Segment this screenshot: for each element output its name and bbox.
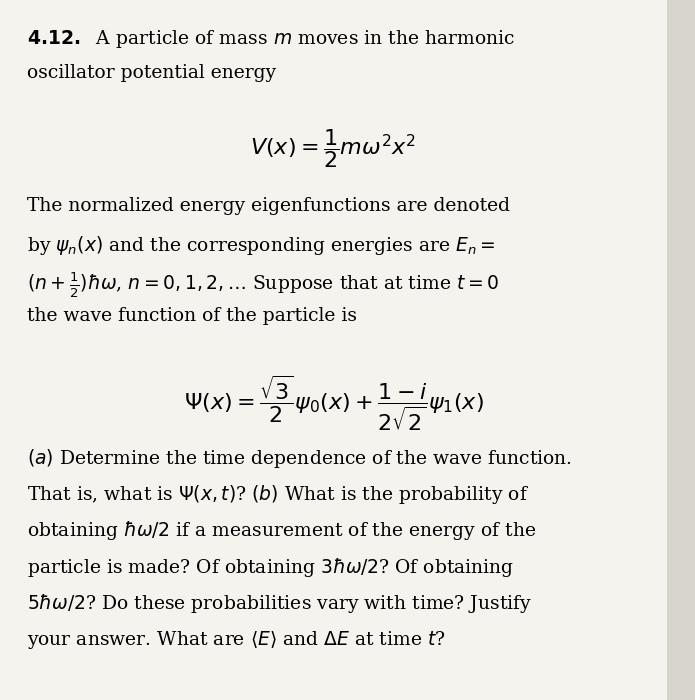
Text: oscillator potential energy: oscillator potential energy bbox=[26, 64, 276, 83]
Text: The normalized energy eigenfunctions are denoted: The normalized energy eigenfunctions are… bbox=[26, 197, 509, 216]
Text: $(n + \frac{1}{2})\hbar\omega$, $n = 0, 1, 2, \ldots$ Suppose that at time $t = : $(n + \frac{1}{2})\hbar\omega$, $n = 0, … bbox=[26, 270, 499, 300]
Text: $\Psi(x) = \dfrac{\sqrt{3}}{2}\psi_0(x) + \dfrac{1-i}{2\sqrt{2}}\psi_1(x)$: $\Psi(x) = \dfrac{\sqrt{3}}{2}\psi_0(x) … bbox=[183, 373, 484, 433]
FancyBboxPatch shape bbox=[0, 0, 667, 700]
Text: the wave function of the particle is: the wave function of the particle is bbox=[26, 307, 357, 325]
Text: $5\hbar\omega/2$? Do these probabilities vary with time? Justify: $5\hbar\omega/2$? Do these probabilities… bbox=[26, 592, 532, 615]
Text: your answer. What are $\langle E \rangle$ and $\Delta E$ at time $t$?: your answer. What are $\langle E \rangle… bbox=[26, 629, 445, 650]
Text: by $\psi_n(x)$ and the corresponding energies are $E_n =$: by $\psi_n(x)$ and the corresponding ene… bbox=[26, 234, 495, 257]
Text: particle is made? Of obtaining $3\hbar\omega/2$? Of obtaining: particle is made? Of obtaining $3\hbar\o… bbox=[26, 556, 514, 579]
Text: $(a)$ Determine the time dependence of the wave function.: $(a)$ Determine the time dependence of t… bbox=[26, 447, 572, 470]
Text: That is, what is $\Psi(x, t)$? $(b)$ What is the probability of: That is, what is $\Psi(x, t)$? $(b)$ Wha… bbox=[26, 483, 529, 506]
Text: obtaining $\hbar\omega/2$ if a measurement of the energy of the: obtaining $\hbar\omega/2$ if a measureme… bbox=[26, 519, 536, 542]
Text: $V(x) = \dfrac{1}{2}m\omega^2x^2$: $V(x) = \dfrac{1}{2}m\omega^2x^2$ bbox=[250, 127, 416, 170]
Text: $\mathbf{4.12.}$  A particle of mass $m$ moves in the harmonic: $\mathbf{4.12.}$ A particle of mass $m$ … bbox=[26, 28, 515, 50]
